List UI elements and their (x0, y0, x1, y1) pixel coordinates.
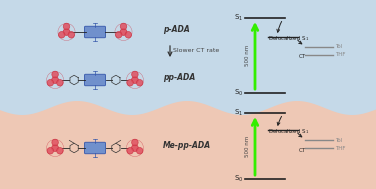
Circle shape (132, 145, 138, 151)
Text: Tol: Tol (335, 138, 342, 143)
Circle shape (132, 139, 138, 146)
Text: p-ADA: p-ADA (163, 26, 190, 35)
Circle shape (52, 139, 58, 146)
Circle shape (52, 71, 58, 78)
Circle shape (68, 32, 74, 38)
Text: Delocalized S$_1$: Delocalized S$_1$ (268, 34, 309, 43)
Circle shape (63, 23, 70, 30)
Circle shape (52, 77, 59, 83)
FancyBboxPatch shape (85, 26, 106, 38)
Text: THF: THF (335, 146, 346, 150)
Text: 500 nm: 500 nm (245, 135, 250, 157)
Circle shape (57, 80, 63, 86)
Text: S$_1$: S$_1$ (234, 13, 243, 23)
Circle shape (115, 32, 122, 38)
Circle shape (52, 145, 59, 151)
Text: Me-pp-ADA: Me-pp-ADA (163, 142, 211, 150)
Circle shape (132, 77, 138, 83)
Circle shape (57, 148, 63, 154)
Circle shape (125, 32, 132, 38)
Text: CT: CT (299, 54, 305, 60)
Text: Tol: Tol (335, 44, 342, 50)
Circle shape (120, 29, 127, 35)
Polygon shape (0, 101, 376, 189)
Text: CT: CT (299, 147, 305, 153)
Text: S$_0$: S$_0$ (233, 88, 243, 98)
Text: pp-ADA: pp-ADA (163, 74, 195, 83)
Text: 500 nm: 500 nm (245, 44, 250, 66)
Text: Delocalized S$_1$: Delocalized S$_1$ (268, 127, 309, 136)
Circle shape (120, 23, 127, 30)
Text: THF: THF (335, 53, 346, 57)
Circle shape (127, 148, 133, 154)
Text: S$_1$: S$_1$ (234, 108, 243, 118)
FancyBboxPatch shape (85, 74, 106, 86)
Text: S$_0$: S$_0$ (233, 174, 243, 184)
Circle shape (127, 80, 133, 86)
Circle shape (63, 29, 70, 35)
Circle shape (47, 80, 53, 86)
FancyBboxPatch shape (85, 142, 106, 154)
Circle shape (136, 148, 143, 154)
Circle shape (47, 148, 53, 154)
Circle shape (58, 32, 65, 38)
Circle shape (132, 71, 138, 78)
Circle shape (136, 80, 143, 86)
Text: Slower CT rate: Slower CT rate (173, 49, 219, 53)
